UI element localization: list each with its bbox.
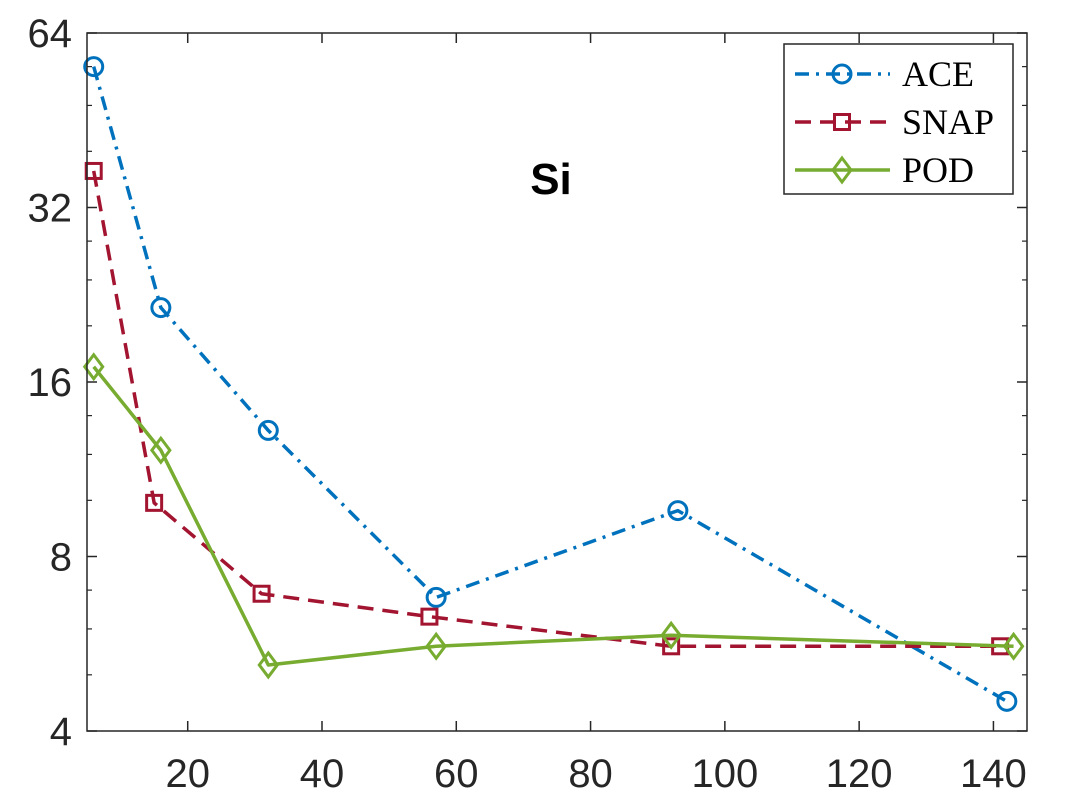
data-point-diamond bbox=[1002, 631, 1025, 661]
annotation-label: Si bbox=[530, 155, 572, 204]
data-point-circle bbox=[996, 690, 1018, 712]
data-point-square bbox=[252, 584, 271, 603]
data-point-circle bbox=[667, 500, 689, 522]
legend-label: SNAP bbox=[902, 102, 994, 142]
legend-label: POD bbox=[902, 150, 974, 190]
series-layer bbox=[82, 56, 1025, 712]
data-point-square bbox=[420, 607, 439, 626]
legend-marker-square bbox=[833, 113, 851, 131]
series-line bbox=[92, 66, 1008, 703]
y-tick-label: 8 bbox=[50, 536, 72, 580]
data-point-square bbox=[84, 161, 103, 180]
data-point-diamond bbox=[149, 435, 172, 465]
legend-marker-circle bbox=[831, 63, 853, 85]
data-point-diamond bbox=[660, 620, 683, 650]
axes-box bbox=[86, 32, 1028, 732]
x-tick-label: 140 bbox=[960, 752, 1027, 796]
series-line bbox=[92, 365, 1014, 667]
x-tick-label: 20 bbox=[165, 752, 210, 796]
x-tick-label: 100 bbox=[691, 752, 758, 796]
y-tick-label: 16 bbox=[28, 361, 73, 405]
series-ace bbox=[83, 56, 1018, 712]
legend-entry-ace: ACE bbox=[795, 54, 974, 94]
y-tick-label: 64 bbox=[28, 12, 73, 56]
x-tick-label: 80 bbox=[568, 752, 613, 796]
legend-entry-snap: SNAP bbox=[795, 102, 994, 142]
series-line bbox=[91, 170, 1001, 649]
x-tick-labels: 20 40 60 80 100 120 140 bbox=[165, 752, 1026, 796]
legend-marker-diamond bbox=[831, 155, 853, 185]
series-pod bbox=[82, 352, 1025, 680]
data-point-circle bbox=[150, 297, 172, 319]
x-tick-label: 60 bbox=[434, 752, 479, 796]
data-point-square bbox=[145, 493, 164, 512]
y-tick-label: 4 bbox=[50, 710, 72, 754]
data-point-diamond bbox=[257, 650, 280, 680]
x-tick-label: 120 bbox=[826, 752, 893, 796]
y-tick-labels: 4 8 16 32 64 bbox=[28, 12, 73, 754]
data-point-diamond bbox=[425, 631, 448, 661]
data-point-square bbox=[662, 637, 681, 656]
series-snap bbox=[84, 161, 1010, 656]
x-tick-label: 40 bbox=[300, 752, 345, 796]
data-point-circle bbox=[257, 419, 279, 441]
y-tick-label: 32 bbox=[28, 187, 73, 231]
legend-label: ACE bbox=[902, 54, 974, 94]
data-point-circle bbox=[83, 56, 105, 78]
legend-entry-pod: POD bbox=[795, 150, 974, 190]
data-point-circle bbox=[425, 586, 447, 608]
legend: ACE SNAP POD bbox=[783, 43, 1014, 195]
